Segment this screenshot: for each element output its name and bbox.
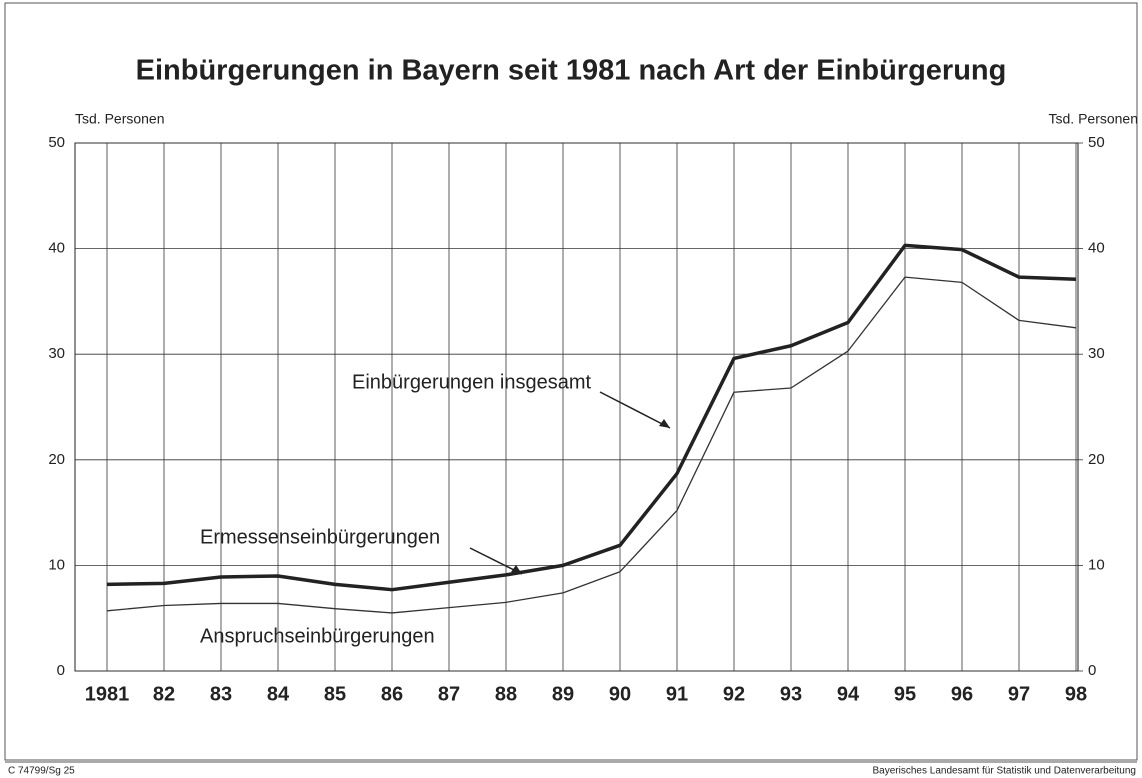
series-label: Anspruchseinbürgerungen — [200, 625, 435, 647]
x-tick-label: 92 — [723, 683, 745, 705]
series-line — [106, 243, 1077, 592]
arrowhead — [659, 419, 670, 428]
arrow — [599, 391, 671, 429]
x-tick-label: 91 — [666, 683, 688, 705]
x-tick-label: 97 — [1008, 683, 1030, 705]
x-tick-label: 89 — [552, 683, 574, 705]
x-tick-label: 90 — [609, 683, 631, 705]
y-tick-label: 10 — [48, 556, 65, 573]
y2-tick-label: 30 — [1088, 345, 1105, 362]
x-tick-label: 88 — [495, 683, 517, 705]
arrowhead — [511, 565, 522, 574]
x-tick-label: 93 — [780, 683, 802, 705]
x-tick-label: 98 — [1065, 683, 1087, 705]
x-tick-label: 94 — [837, 683, 860, 705]
y-tick-label: 40 — [48, 240, 65, 257]
series-label: Einbürgerungen insgesamt — [352, 371, 591, 393]
y-tick-label: 50 — [48, 134, 65, 151]
footer-left: C 74799/Sg 25 — [8, 766, 75, 777]
x-tick-label: 85 — [324, 683, 346, 705]
x-tick-label: 95 — [894, 683, 916, 705]
y2-tick-label: 10 — [1088, 556, 1105, 573]
x-tick-label: 96 — [951, 683, 973, 705]
frame — [4, 2, 1138, 761]
y2-tick-label: 20 — [1088, 451, 1105, 468]
y2-axis-label: Tsd. Personen — [1049, 111, 1139, 127]
x-tick-label: 83 — [210, 683, 232, 705]
y-tick-label: 20 — [48, 451, 65, 468]
y-axis-label: Tsd. Personen — [75, 111, 165, 127]
y2-tick-label: 50 — [1088, 134, 1105, 151]
y2-tick-label: 40 — [1088, 240, 1105, 257]
x-tick-label: 1981 — [85, 683, 130, 705]
x-tick-label: 86 — [381, 683, 403, 705]
y-tick-label: 30 — [48, 345, 65, 362]
y2-tick-label: 0 — [1088, 662, 1096, 679]
plot-frame — [74, 142, 1079, 672]
series-line — [106, 276, 1077, 614]
x-tick-label: 87 — [438, 683, 460, 705]
footer-right: Bayerisches Landesamt für Statistik und … — [873, 766, 1136, 777]
x-tick-label: 82 — [153, 683, 175, 705]
annotation: Ermessenseinbürgerungen — [200, 526, 440, 548]
y-tick-label: 0 — [57, 662, 65, 679]
x-tick-label: 84 — [267, 683, 290, 705]
chart-title: Einbürgerungen in Bayern seit 1981 nach … — [136, 55, 1007, 87]
